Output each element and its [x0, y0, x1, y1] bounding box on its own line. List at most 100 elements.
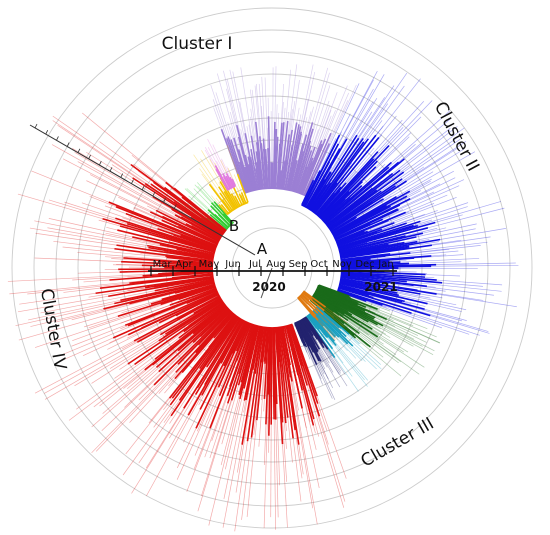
branch — [173, 187, 227, 231]
branch — [304, 161, 331, 207]
tip-branch — [274, 66, 277, 122]
tip-branch — [239, 101, 251, 158]
branch — [229, 176, 235, 187]
branch — [215, 168, 229, 191]
branch — [285, 326, 299, 376]
branch — [340, 279, 421, 295]
tip-branch — [226, 78, 246, 156]
orange-clade — [297, 290, 348, 341]
tip-branch — [77, 271, 120, 274]
tip-branch — [375, 125, 384, 136]
tip-branch — [363, 85, 405, 143]
tip-branch — [311, 129, 319, 151]
branch — [250, 135, 261, 190]
branch — [157, 228, 216, 250]
tip-branch — [204, 386, 231, 458]
month-label: Jun — [224, 259, 241, 270]
tip-branch — [327, 311, 348, 328]
tip-branch — [71, 292, 176, 321]
tip-branch — [216, 73, 239, 150]
tip-branch — [64, 201, 116, 219]
branch — [229, 324, 253, 388]
tip-branch — [422, 227, 447, 234]
tip-branch — [170, 188, 183, 198]
tip-branch — [339, 119, 403, 192]
tip-branch — [287, 111, 290, 122]
guide-axis-tick — [152, 191, 156, 197]
tip-branch — [306, 346, 323, 385]
tip-branch — [63, 287, 101, 293]
tip-branch — [338, 336, 345, 344]
tree-branches — [7, 64, 519, 532]
tip-branch — [352, 345, 377, 370]
tip-branch — [120, 325, 129, 330]
tip-branch — [348, 179, 361, 192]
tip-branch — [184, 188, 209, 210]
tip-branch — [337, 311, 380, 341]
branch — [233, 137, 251, 192]
tip-branch — [213, 107, 222, 130]
tip-branch — [338, 70, 378, 145]
tip-branch — [381, 133, 464, 192]
branch — [315, 192, 335, 215]
branch — [340, 280, 398, 294]
tip-branch — [282, 422, 288, 482]
branch — [318, 151, 379, 217]
tip-branch — [210, 84, 229, 137]
tip-branch — [390, 241, 488, 255]
tip-branch — [377, 100, 425, 152]
tip-branch — [204, 350, 237, 427]
branch — [284, 122, 298, 190]
branch — [274, 327, 284, 445]
branch — [287, 126, 302, 190]
tip-branch — [226, 144, 238, 175]
tip-branch — [388, 283, 446, 292]
tip-branch — [251, 89, 257, 122]
tip-branch — [213, 365, 225, 388]
cluster-label-ii: Cluster II — [430, 99, 483, 175]
month-label: Jul — [248, 259, 261, 270]
tip-branch — [291, 80, 300, 130]
tip-branch — [333, 312, 401, 362]
month-label: Jan — [377, 259, 393, 270]
tip-branch — [124, 342, 194, 408]
tip-branch — [302, 365, 346, 502]
tip-branch — [131, 154, 166, 183]
tip-branch — [71, 324, 126, 347]
month-label: Dec — [355, 259, 374, 270]
tip-branch — [163, 400, 180, 423]
branch — [341, 276, 389, 285]
tip-branch — [436, 293, 517, 308]
tip-branch — [168, 394, 196, 439]
branch — [173, 201, 223, 236]
branch — [341, 265, 432, 269]
tip-branch — [347, 320, 369, 336]
branch — [341, 245, 410, 258]
branch — [341, 272, 437, 281]
tip-branch — [225, 388, 245, 470]
tip-branch — [109, 333, 166, 369]
tip-branch — [62, 246, 167, 258]
branch — [249, 157, 258, 190]
tip-branch — [316, 364, 333, 399]
tip-branch — [223, 70, 238, 126]
branch — [341, 261, 401, 266]
branch — [341, 262, 410, 267]
branch — [325, 158, 405, 225]
tip-branch — [9, 277, 173, 295]
branch — [297, 166, 308, 193]
branch — [303, 318, 312, 331]
tip-branch — [319, 349, 334, 373]
tip-branch — [34, 220, 177, 250]
tip-branch — [240, 67, 252, 136]
branch — [245, 326, 262, 401]
branch — [282, 129, 293, 189]
branch — [331, 198, 384, 232]
branch — [102, 217, 215, 253]
tip-branch — [368, 321, 381, 330]
tip-branch — [221, 385, 239, 445]
tip-branch — [388, 211, 410, 221]
tip-branch — [431, 254, 447, 257]
branch — [209, 323, 252, 429]
tip-branch — [119, 363, 129, 370]
